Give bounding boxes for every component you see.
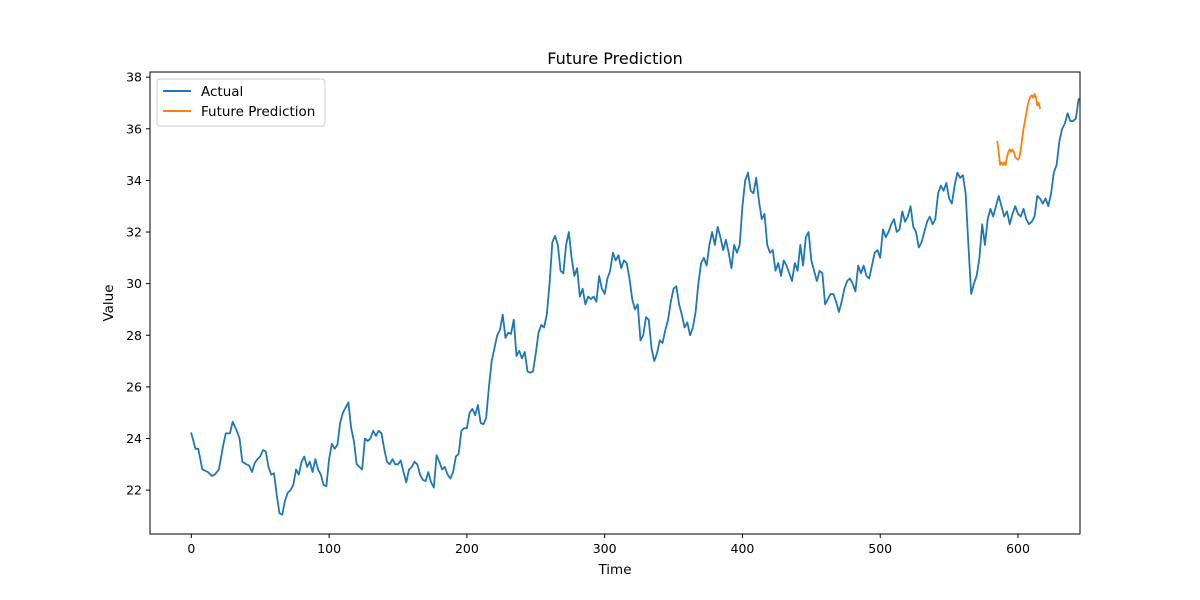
y-tick-label: 32 [126, 225, 142, 240]
y-tick-label: 34 [126, 173, 142, 188]
chart-title: Future Prediction [547, 49, 683, 68]
x-tick-label: 600 [1006, 541, 1030, 556]
y-tick-label: 38 [126, 70, 142, 85]
y-tick-label: 22 [126, 483, 142, 498]
y-axis-label: Value [101, 284, 117, 321]
series-layer [190, 93, 1080, 516]
y-tick-label: 30 [126, 276, 142, 291]
x-tick-label: 200 [455, 541, 479, 556]
plot-area-frame [149, 71, 1081, 535]
series-line-future-prediction [996, 93, 1042, 166]
x-axis: 0 100 200 300 400 500 600 [187, 534, 1030, 556]
x-tick-label: 500 [868, 541, 892, 556]
y-tick-label: 26 [126, 379, 142, 394]
x-tick-label: 400 [731, 541, 755, 556]
y-tick-label: 36 [126, 121, 142, 136]
x-tick-label: 300 [593, 541, 617, 556]
x-tick-label: 0 [187, 541, 195, 556]
series-line-actual [190, 98, 1080, 516]
y-tick-label: 28 [126, 328, 142, 343]
x-axis-label: Time [597, 562, 631, 578]
legend-label-actual: Actual [201, 84, 243, 100]
y-axis: 22 24 26 28 30 32 34 36 38 [126, 70, 150, 498]
x-tick-label: 100 [317, 541, 341, 556]
legend-box [156, 78, 326, 127]
legend: Actual Future Prediction [156, 78, 326, 127]
y-tick-label: 24 [126, 431, 142, 446]
legend-label-future-prediction: Future Prediction [201, 104, 315, 120]
